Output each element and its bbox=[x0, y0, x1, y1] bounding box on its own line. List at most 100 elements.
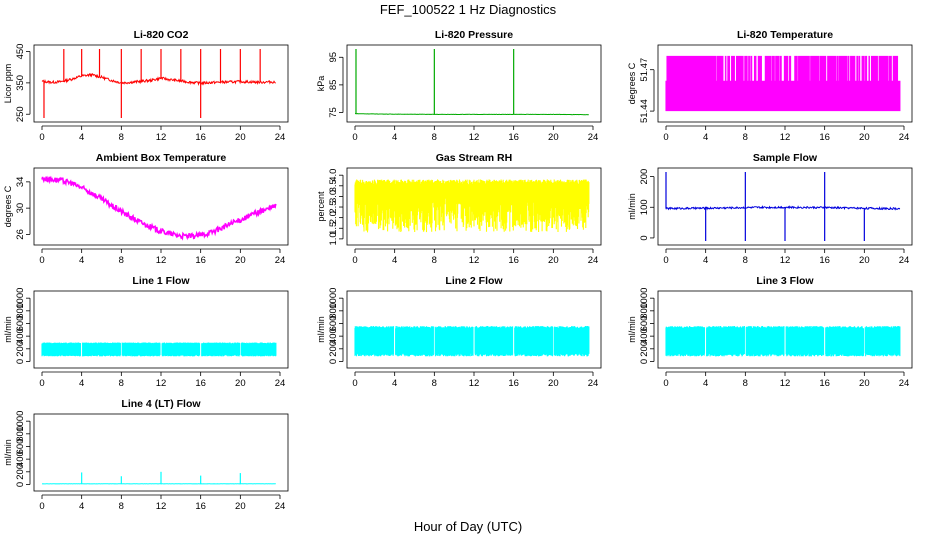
y-tick-label: 350 bbox=[15, 75, 26, 91]
y-tick-label: 3.0 bbox=[328, 190, 339, 203]
x-tick-label: 24 bbox=[588, 255, 599, 266]
panel-title: Gas Stream RH bbox=[436, 152, 512, 164]
y-axis: 0 100 200 bbox=[639, 169, 655, 241]
x-tick-label: 16 bbox=[195, 255, 206, 266]
series-group bbox=[665, 55, 901, 112]
x-tick-label: 0 bbox=[39, 255, 44, 266]
x-tick-label: 4 bbox=[703, 132, 708, 143]
y-tick-label: 34 bbox=[15, 177, 26, 188]
plot-frame bbox=[33, 290, 289, 369]
x-tick-label: 16 bbox=[195, 132, 206, 143]
series-group bbox=[355, 49, 589, 116]
plot-frame bbox=[33, 413, 289, 492]
x-tick-label: 4 bbox=[392, 378, 397, 389]
panel-ylabel: ml/min bbox=[3, 316, 13, 343]
y-tick-label: 3.5 bbox=[328, 179, 339, 192]
panel-ylabel: ml/min bbox=[316, 316, 326, 343]
panel-ylabel: Licor ppm bbox=[3, 64, 13, 104]
x-tick-label: 12 bbox=[469, 255, 480, 266]
panel-ylabel: ml/min bbox=[627, 193, 637, 220]
series-line bbox=[41, 175, 277, 241]
y-axis: 75 85 95 bbox=[328, 52, 344, 118]
x-tick-label: 8 bbox=[432, 255, 437, 266]
series-area bbox=[665, 55, 901, 112]
x-tick-label: 8 bbox=[432, 132, 437, 143]
x-axis: 0 4 8 12 16 20 24 bbox=[352, 248, 599, 266]
x-tick-label: 8 bbox=[743, 378, 748, 389]
series-group bbox=[665, 326, 901, 357]
x-tick-label: 4 bbox=[79, 378, 84, 389]
x-tick-label: 16 bbox=[195, 378, 206, 389]
y-tick-label: 26 bbox=[15, 229, 26, 240]
y-tick-label: 250 bbox=[15, 106, 26, 122]
y-tick-label: 95 bbox=[328, 52, 339, 63]
x-tick-label: 4 bbox=[79, 501, 84, 512]
panel-title: Ambient Box Temperature bbox=[96, 152, 227, 164]
panel-title: Li-820 Temperature bbox=[737, 29, 833, 41]
y-tick-label: 800 bbox=[328, 303, 339, 319]
x-tick-label: 20 bbox=[235, 132, 246, 143]
y-tick-label: 4.0 bbox=[328, 169, 339, 182]
y-tick-label: 1000 bbox=[328, 288, 339, 309]
y-tick-label: 1000 bbox=[639, 288, 650, 309]
y-axis: 51.44 51.47 bbox=[639, 58, 655, 123]
x-axis: 0 4 8 12 16 20 24 bbox=[352, 371, 598, 389]
x-axis: 0 4 8 12 16 20 24 bbox=[39, 248, 286, 266]
y-tick-label: 600 bbox=[15, 439, 26, 455]
x-tick-label: 12 bbox=[156, 501, 167, 512]
panel-ylabel: degrees C bbox=[3, 185, 13, 227]
x-tick-label: 24 bbox=[899, 132, 910, 143]
x-tick-label: 4 bbox=[392, 255, 397, 266]
x-tick-label: 16 bbox=[819, 132, 830, 143]
x-tick-label: 24 bbox=[275, 501, 286, 512]
plot-frame bbox=[346, 290, 602, 369]
x-tick-label: 24 bbox=[275, 255, 286, 266]
plot-frame bbox=[33, 44, 289, 123]
panel-ylabel: percent bbox=[316, 191, 326, 222]
plot-frame bbox=[657, 290, 913, 369]
series-area bbox=[354, 179, 590, 233]
x-tick-label: 4 bbox=[703, 378, 708, 389]
x-tick-label: 8 bbox=[119, 501, 124, 512]
x-tick-label: 20 bbox=[235, 501, 246, 512]
y-tick-label: 800 bbox=[639, 303, 650, 319]
series-line bbox=[355, 112, 589, 116]
x-tick-label: 24 bbox=[899, 378, 910, 389]
y-tick-label: 800 bbox=[15, 426, 26, 442]
x-tick-label: 0 bbox=[352, 255, 357, 266]
x-tick-label: 24 bbox=[588, 132, 599, 143]
series-group bbox=[665, 172, 901, 241]
plot-frame bbox=[657, 167, 913, 246]
x-tick-label: 4 bbox=[703, 255, 708, 266]
y-axis: 1.01.52.02.53.03.54.0 bbox=[328, 169, 344, 245]
y-tick-label: 2.0 bbox=[328, 211, 339, 224]
y-tick-label: 200 bbox=[639, 169, 650, 185]
y-tick-label: 400 bbox=[15, 328, 26, 344]
plot-frame bbox=[346, 44, 602, 123]
x-tick-label: 12 bbox=[780, 132, 791, 143]
x-tick-label: 12 bbox=[156, 378, 167, 389]
y-tick-label: 600 bbox=[328, 316, 339, 332]
x-tick-label: 8 bbox=[743, 132, 748, 143]
y-tick-label: 0 bbox=[639, 359, 650, 364]
panel-title: Line 3 Flow bbox=[756, 275, 814, 287]
series-group bbox=[41, 342, 277, 357]
x-tick-label: 8 bbox=[119, 132, 124, 143]
x-axis: 0 4 8 12 16 20 24 bbox=[663, 248, 910, 266]
x-axis: 0 4 8 12 16 20 24 bbox=[663, 371, 910, 389]
panel-ylabel: kPa bbox=[316, 76, 326, 92]
x-tick-label: 20 bbox=[859, 255, 870, 266]
x-tick-label: 0 bbox=[663, 255, 668, 266]
panel-title: Line 2 Flow bbox=[445, 275, 503, 287]
series-area bbox=[41, 342, 277, 357]
y-tick-label: 0 bbox=[15, 482, 26, 487]
x-tick-label: 24 bbox=[275, 378, 286, 389]
x-tick-label: 24 bbox=[899, 255, 910, 266]
y-tick-label: 75 bbox=[328, 107, 339, 118]
y-tick-label: 1000 bbox=[15, 288, 26, 309]
x-axis: 0 4 8 12 16 20 24 bbox=[39, 494, 286, 512]
